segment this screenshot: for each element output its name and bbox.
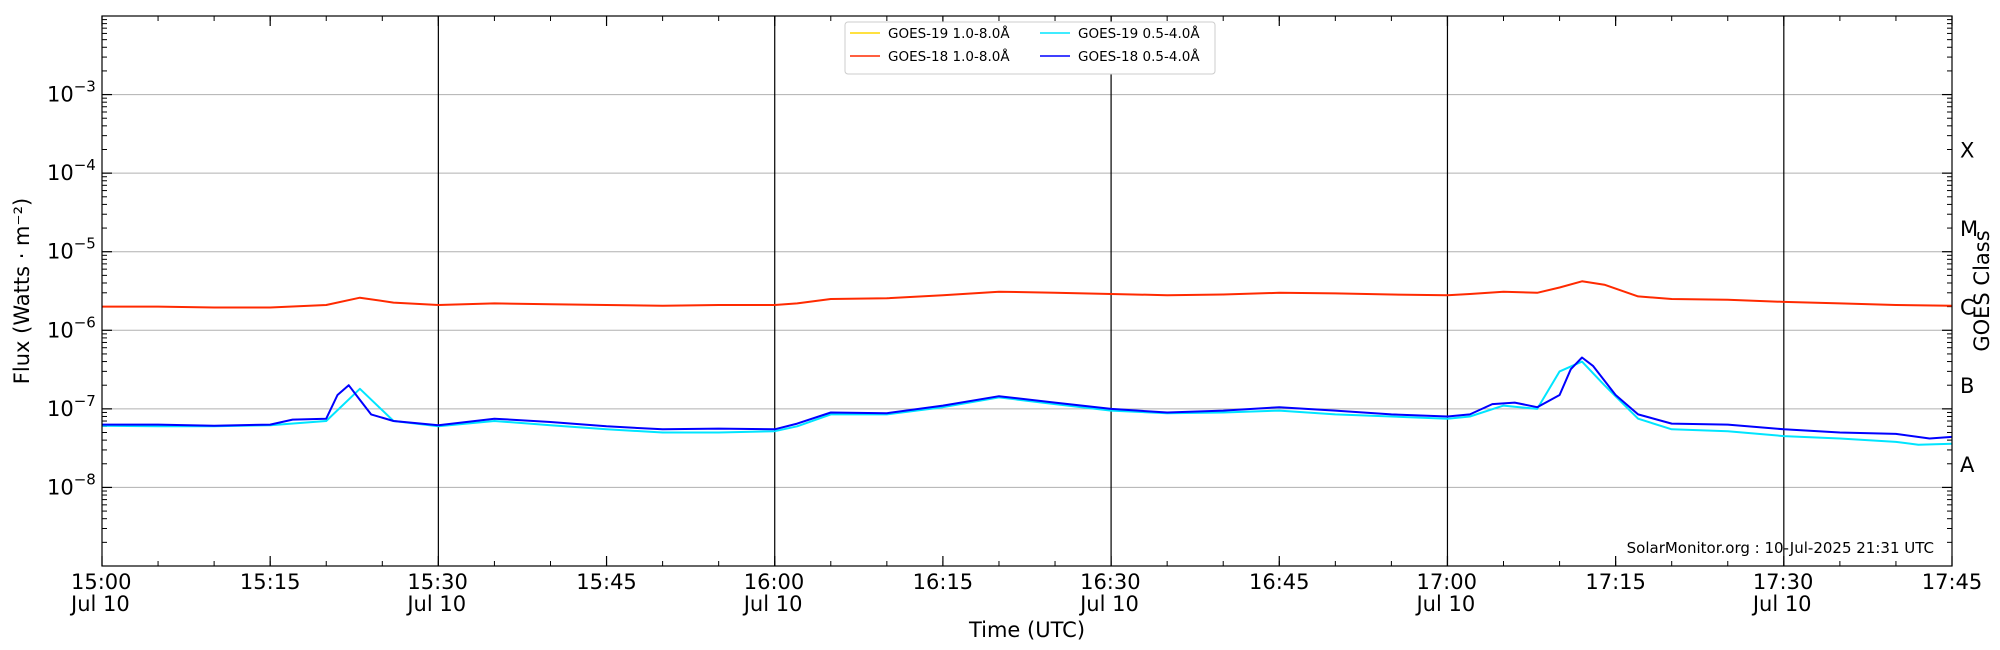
x-tick-label: 16:00 xyxy=(744,570,805,594)
legend: GOES-19 1.0-8.0Å GOES-18 1.0-8.0Å GOES-19 … xyxy=(844,21,1216,75)
y2-axis-title: GOES Class xyxy=(1970,230,1994,351)
y-tick-label: 10−7 xyxy=(47,392,96,421)
x-tick-label: 15:30 xyxy=(407,570,468,594)
x-tick-date-label: Jul 10 xyxy=(742,592,803,616)
y-axis-title: Flux (Watts · m⁻²) xyxy=(10,198,34,384)
x-tick-date-label: Jul 10 xyxy=(1078,592,1139,616)
x-tick-label: 15:00 xyxy=(71,570,132,594)
x-axis-title: Time (UTC) xyxy=(968,618,1085,642)
y-tick-label: 10−3 xyxy=(47,78,96,107)
y-tick-label: 10−6 xyxy=(47,313,96,342)
x-tick-label: 17:30 xyxy=(1753,570,1814,594)
plot-frame xyxy=(101,15,1953,567)
x-tick-label: 16:15 xyxy=(913,570,974,594)
goes-class-label: C xyxy=(1960,296,1975,320)
x-tick-label: 15:45 xyxy=(576,570,637,594)
x-tick-label: 15:15 xyxy=(240,570,301,594)
x-tick-label: 16:45 xyxy=(1249,570,1310,594)
legend-box xyxy=(844,21,1216,75)
legend-label: GOES-19 0.5-4.0Å xyxy=(1078,25,1200,42)
series-line xyxy=(101,360,1953,446)
x-tick-date-label: Jul 10 xyxy=(405,592,466,616)
goes-class-label: A xyxy=(1960,453,1975,477)
y-tick-label: 10−8 xyxy=(47,470,96,499)
legend-label: GOES-19 1.0-8.0Å xyxy=(888,25,1010,42)
x-tick-label: 17:45 xyxy=(1922,570,1983,594)
x-tick-date-label: Jul 10 xyxy=(69,592,130,616)
series-line xyxy=(102,356,1953,440)
x-tick-label: 17:15 xyxy=(1585,570,1646,594)
y-tick-label: 10−4 xyxy=(47,156,96,185)
legend-label: GOES-18 1.0-8.0Å xyxy=(888,48,1010,65)
x-tick-date-label: Jul 10 xyxy=(1751,592,1812,616)
x-tick-date-label: Jul 10 xyxy=(1414,592,1475,616)
goes-class-label: M xyxy=(1960,217,1978,241)
timestamp-annotation: SolarMonitor.org : 10-Jul-2025 21:31 UTC xyxy=(1627,539,1934,557)
goes-class-label: X xyxy=(1960,138,1974,162)
legend-label: GOES-18 0.5-4.0Å xyxy=(1078,48,1200,65)
series-line xyxy=(102,280,1953,309)
x-tick-label: 16:30 xyxy=(1080,570,1141,594)
y-tick-label: 10−5 xyxy=(47,235,96,264)
goes-class-label: B xyxy=(1960,374,1974,398)
x-tick-label: 17:00 xyxy=(1416,570,1477,594)
